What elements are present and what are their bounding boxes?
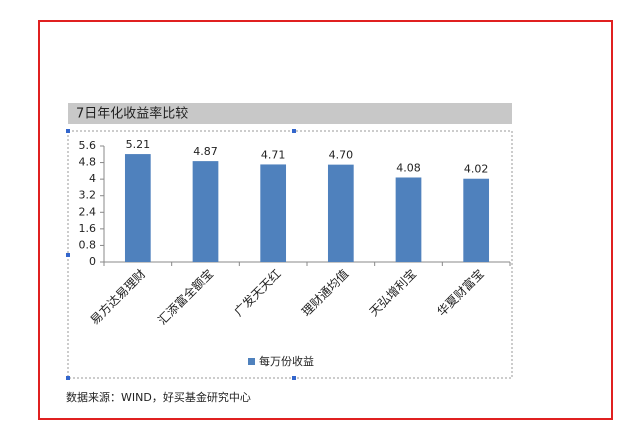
chart-title: 7日年化收益率比较 <box>76 106 188 122</box>
value-label: 4.08 <box>396 161 421 174</box>
bar <box>124 154 151 262</box>
handle <box>66 129 70 133</box>
y-tick-label: 4 <box>89 172 96 185</box>
bar <box>260 164 287 262</box>
legend-label: 每万份收益 <box>259 354 314 368</box>
value-label: 5.21 <box>126 138 151 151</box>
value-label: 4.02 <box>464 163 489 176</box>
y-tick-label: 0 <box>89 255 96 268</box>
y-tick-label: 0.8 <box>79 238 97 251</box>
value-label: 4.71 <box>261 148 286 161</box>
handle <box>66 253 70 257</box>
x-tick-label: 华夏财富宝 <box>434 266 487 319</box>
x-tick-label: 天弘增利宝 <box>367 267 419 319</box>
x-tick-label: 理财通均值 <box>298 266 351 319</box>
x-tick-label: 广发天天红 <box>231 266 284 319</box>
handle <box>66 376 70 380</box>
legend-swatch <box>248 358 255 365</box>
selection-box <box>67 130 513 379</box>
bar <box>463 178 490 262</box>
title-bar <box>68 103 512 124</box>
source: 数据来源：WIND，好买基金研究中心 <box>66 390 251 404</box>
y-tick-label: 4.8 <box>79 156 97 169</box>
y-tick-label: 2.4 <box>79 205 97 218</box>
frame <box>38 20 613 420</box>
x-tick-label: 易方达易理财 <box>87 266 149 328</box>
bar <box>395 177 422 262</box>
value-label: 4.70 <box>329 149 354 162</box>
handle <box>292 376 296 380</box>
bar <box>192 161 219 262</box>
value-label: 4.87 <box>193 145 218 158</box>
y-tick-label: 1.6 <box>79 222 97 235</box>
x-tick-label: 汇添富全额宝 <box>155 266 217 328</box>
y-tick-label: 5.6 <box>79 139 97 152</box>
y-tick-label: 3.2 <box>79 189 97 202</box>
handle <box>292 129 296 133</box>
bar <box>327 164 354 262</box>
